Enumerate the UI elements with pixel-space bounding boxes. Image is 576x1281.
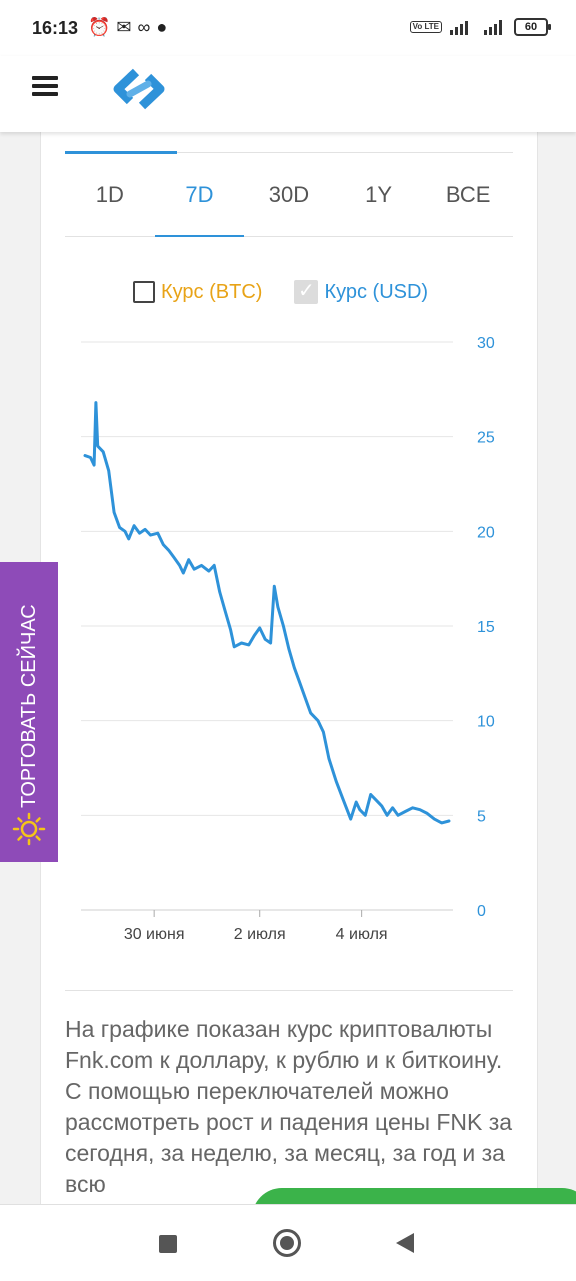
messenger-icon: ✉ [116, 17, 138, 37]
square-icon[interactable] [159, 1235, 177, 1253]
usd-checkbox[interactable]: ✓ [294, 280, 319, 304]
triangle-back-icon[interactable] [396, 1233, 414, 1253]
status-right: Vo LTE 60 [409, 18, 551, 36]
alarm-icon: ⏰ [88, 17, 117, 37]
signal-icon [450, 21, 468, 35]
sun-icon [12, 812, 46, 846]
x-tick-label: 30 июня [124, 926, 185, 943]
y-tick-label: 15 [477, 619, 495, 636]
period-tabs: 1D 7D 30D 1Y ВСЕ [65, 170, 513, 237]
usd-price-line [83, 401, 451, 825]
status-time: 16:13 [32, 18, 79, 38]
chart-legend: Курс (BTC) ✓ Курс (USD) [133, 280, 428, 304]
status-bar: 16:13 ⏰✉∞● Vo LTE 60 [0, 0, 576, 56]
tab-1d[interactable]: 1D [95, 182, 124, 207]
y-tick-label: 5 [477, 808, 486, 825]
tab-1y[interactable]: 1Y [365, 182, 393, 207]
top-divider [65, 152, 513, 153]
signal-icon-2 [484, 20, 502, 35]
tab-7d[interactable]: 7D [154, 170, 245, 237]
y-tick-label: 0 [477, 903, 486, 920]
chart-card: 1D 7D 30D 1Y ВСЕ Курс (BTC) ✓ Курс (USD)… [40, 130, 538, 1210]
legend-btc-label[interactable]: Курс (BTC) [161, 280, 263, 303]
trade-now-label[interactable]: ТОРГОВАТЬ СЕЙЧАС [18, 604, 40, 808]
x-tick-label: 4 июля [336, 926, 388, 943]
chart-description: На графике показан курс криптовалюты Fnk… [65, 1016, 513, 1197]
app-header [0, 56, 576, 132]
battery-icon: 60 [514, 18, 551, 36]
top-divider-active [65, 151, 177, 154]
volte-badge: Vo LTE [409, 21, 442, 33]
y-tick-label: 25 [477, 430, 495, 447]
tab-30d[interactable]: 30D [268, 182, 310, 207]
y-tick-label: 10 [477, 714, 495, 731]
legend-usd-label[interactable]: Курс (USD) [324, 280, 429, 303]
trade-now-side-tab[interactable]: ТОРГОВАТЬ СЕЙЧАС [0, 562, 58, 862]
circle-icon[interactable] [273, 1229, 301, 1257]
y-tick-label: 20 [477, 524, 495, 541]
notification-icons: ⏰✉∞● [88, 17, 173, 38]
link-logo-icon[interactable] [108, 64, 170, 114]
android-nav-bar [0, 1204, 576, 1281]
hamburger-icon[interactable] [32, 76, 58, 96]
bottom-divider [65, 990, 513, 991]
x-tick-label: 2 июля [234, 926, 286, 943]
y-tick-label: 30 [477, 335, 495, 352]
bomb-icon: ● [156, 17, 174, 37]
btc-checkbox[interactable] [133, 281, 155, 303]
tab-all[interactable]: ВСЕ [445, 182, 491, 207]
infinity-icon: ∞ [137, 17, 157, 37]
price-chart: 0 5 10 15 20 25 30 30 июня 2 июля 4 июля [81, 335, 495, 943]
